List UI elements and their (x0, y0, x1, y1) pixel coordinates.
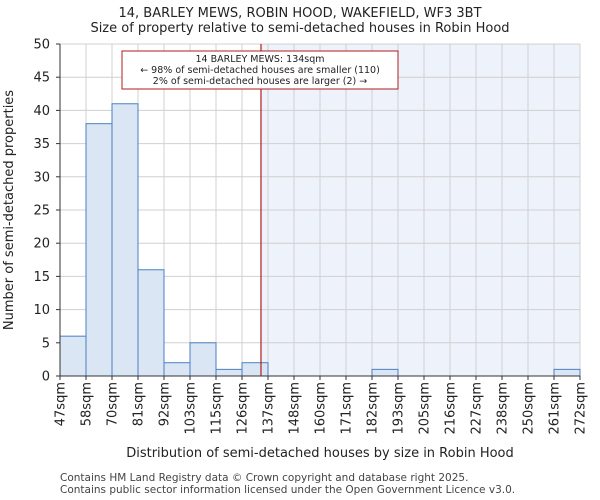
histogram-bar (85, 123, 113, 377)
chart-title: 14, BARLEY MEWS, ROBIN HOOD, WAKEFIELD, … (118, 6, 481, 21)
y-tick-label: 50 (33, 38, 50, 53)
histogram-bar (59, 335, 87, 377)
x-tick-label: 250sqm (522, 382, 537, 435)
x-tick-label: 205sqm (418, 382, 433, 435)
x-tick-label: 171sqm (340, 382, 355, 435)
y-tick-label: 35 (33, 137, 50, 152)
histogram-bar (189, 342, 217, 377)
x-tick-label: 70sqm (106, 382, 121, 426)
histogram-bar (241, 362, 269, 377)
y-axis-label: Number of semi-detached properties (2, 90, 17, 330)
x-tick-label: 126sqm (236, 382, 251, 435)
x-tick-label: 193sqm (392, 382, 407, 435)
x-tick-label: 148sqm (288, 382, 303, 435)
y-tick-label: 20 (33, 237, 50, 252)
y-tick-label: 15 (33, 270, 50, 285)
x-tick-label: 81sqm (132, 382, 147, 426)
annotation-text-line-3: 2% of semi-detached houses are larger (2… (153, 76, 367, 87)
histogram-bar (137, 269, 165, 377)
histogram-bar (553, 368, 581, 377)
plot-area: 0 5 10 15 20 25 30 35 40 45 50 47sqm 58sqm 70sqm 81sqm… (33, 38, 588, 435)
y-tick-label: 30 (33, 170, 50, 185)
x-tick-label: 160sqm (314, 382, 329, 435)
y-tick-label: 10 (33, 303, 50, 318)
x-tick-label: 92sqm (158, 382, 173, 426)
x-tick-label: 216sqm (444, 382, 459, 435)
y-tick-label: 40 (33, 104, 50, 119)
x-tick-label: 261sqm (548, 382, 563, 435)
histogram-bar (111, 103, 139, 377)
y-tick-label: 25 (33, 204, 50, 219)
footer-line-2: Contains public sector information licen… (60, 484, 516, 496)
histogram-bar (215, 368, 243, 377)
x-tick-label: 238sqm (496, 382, 511, 435)
y-tick-label: 45 (33, 71, 50, 86)
x-axis-label: Distribution of semi-detached houses by … (126, 446, 514, 461)
x-tick-label: 58sqm (80, 382, 95, 426)
y-tick-label: 5 (42, 336, 50, 351)
chart-subtitle: Size of property relative to semi-detach… (90, 21, 509, 36)
x-tick-label: 182sqm (366, 382, 381, 435)
y-tick-label: 0 (42, 370, 50, 385)
x-tick-label: 272sqm (574, 382, 589, 435)
x-tick-label: 137sqm (262, 382, 277, 435)
histogram-bar (371, 368, 399, 377)
annotation-text-line-2: ← 98% of semi-detached houses are smalle… (140, 65, 380, 76)
x-tick-label: 103sqm (184, 382, 199, 435)
histogram-bar (163, 362, 191, 377)
annotation-text-line-1: 14 BARLEY MEWS: 134sqm (195, 54, 324, 65)
x-tick-label: 47sqm (54, 382, 69, 426)
x-tick-label: 115sqm (210, 382, 225, 435)
footer-line-1: Contains HM Land Registry data © Crown c… (60, 472, 469, 484)
x-tick-label: 227sqm (470, 382, 485, 435)
annotation-box (121, 50, 399, 90)
